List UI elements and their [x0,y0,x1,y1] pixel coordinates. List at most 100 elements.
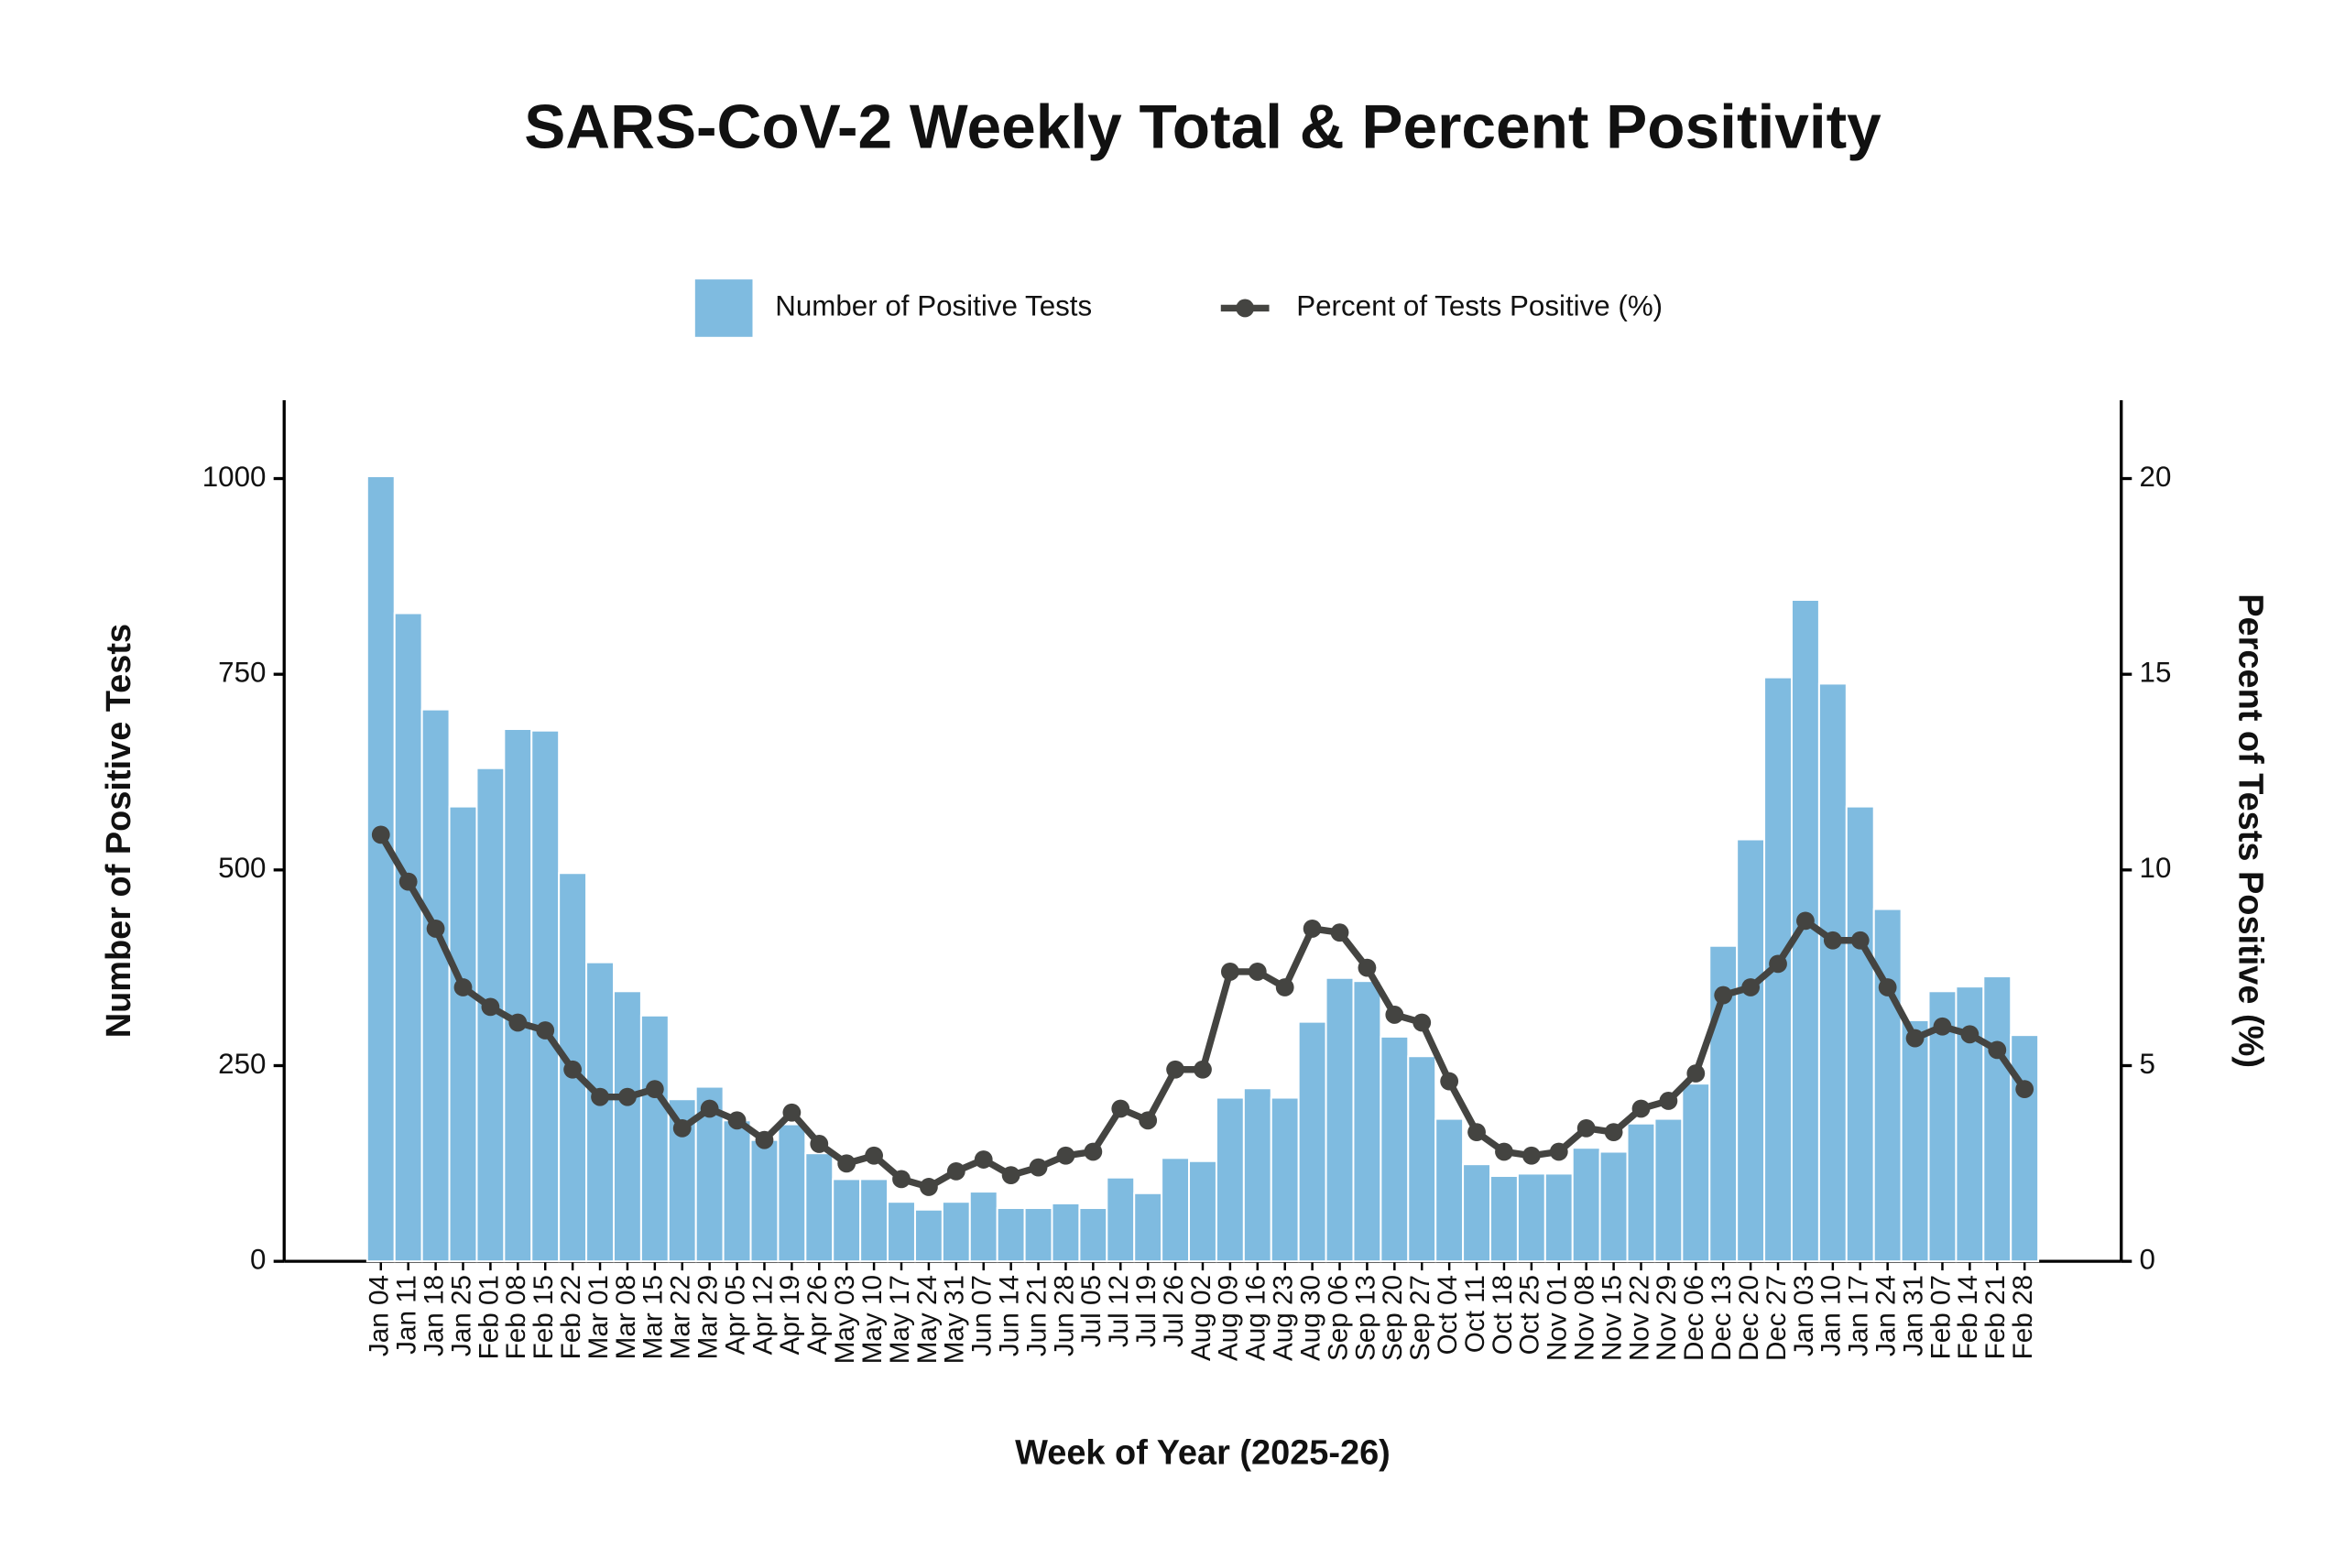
x-axis-title: Week of Year (2025-26) [1015,1433,1391,1472]
x-tick-label: Nov 15 [1597,1275,1627,1361]
x-tick-label: Aug 16 [1241,1275,1271,1361]
bar [393,612,423,1263]
bar [1352,980,1382,1263]
x-tick-label: Feb 01 [474,1275,504,1359]
x-tick-label: Apr 05 [720,1275,750,1355]
line-point [1111,1099,1130,1118]
line-point [1495,1142,1513,1161]
line-point [453,978,473,996]
line-point [1988,1040,2007,1060]
line-point [1576,1118,1596,1138]
bar [448,805,478,1263]
bar [1051,1202,1081,1263]
y2-axis-title: Percent of Tests Positive (%) [2230,593,2269,1068]
line-point [892,1170,911,1189]
bar [859,1178,889,1263]
x-tick-label: Oct 04 [1433,1275,1463,1355]
x-tick-label: Jan 18 [419,1275,449,1356]
x-tick-label: Jan 24 [1871,1275,1902,1356]
line-point [672,1118,692,1138]
line-point [1905,1029,1925,1048]
x-tick-label: Aug 30 [1295,1275,1325,1361]
line-point [1960,1025,1980,1044]
x-tick-label: Aug 09 [1214,1275,1244,1361]
y2-tick-label: 15 [2140,656,2172,688]
legend-label: Number of Positive Tests [775,290,1092,322]
line-point [1385,1006,1404,1024]
bar [1270,1096,1300,1263]
bar [1736,838,1766,1263]
line-point [837,1154,856,1173]
bar [1161,1157,1191,1263]
line-point [508,1013,528,1032]
legend-swatch [694,279,753,337]
bar [1297,1020,1327,1263]
line-point [727,1111,747,1130]
bar [503,728,533,1263]
line-point [645,1080,664,1099]
bar [585,961,615,1263]
x-tick-label: Jun 28 [1049,1275,1079,1356]
bar [365,474,396,1263]
bar [777,1123,807,1263]
bar [804,1152,834,1263]
x-tick-label: Dec 06 [1679,1275,1709,1361]
x-tick-label: Dec 27 [1761,1275,1792,1361]
bar [1407,1055,1437,1263]
x-tick-label: Feb 21 [1980,1275,2011,1359]
line-point [371,825,390,844]
x-tick-label: Dec 20 [1734,1275,1764,1361]
bar [1489,1175,1519,1263]
x-tick-label: Mar 15 [638,1275,669,1359]
bar [1434,1117,1465,1263]
bar [1188,1160,1217,1263]
x-tick-label: Oct 11 [1460,1275,1490,1353]
line-point [1604,1123,1623,1142]
y-tick-label: 0 [250,1243,266,1275]
x-tick-label: May 10 [857,1275,888,1364]
line-point [618,1087,637,1106]
x-tick-label: Nov 01 [1543,1275,1573,1361]
line-point [1741,978,1761,996]
bar [996,1207,1026,1263]
bar [1681,1083,1711,1263]
bar [1133,1192,1163,1263]
line-point [1275,978,1294,996]
bar [2010,1034,2040,1263]
line-point [782,1103,802,1122]
line-point [591,1087,609,1106]
bar [1817,682,1848,1263]
line-point [1166,1060,1184,1079]
line-point [1850,931,1870,950]
bar [1516,1172,1546,1263]
x-tick-label: Jun 14 [994,1275,1024,1356]
legend-label: Percent of Tests Positive (%) [1296,290,1663,322]
line-point [536,1021,555,1040]
line-point [1084,1142,1103,1161]
x-tick-label: Sep 20 [1378,1275,1408,1361]
x-tick-label: Apr 26 [802,1275,833,1355]
y2-tick-label: 20 [2140,461,2172,493]
x-tick-label: Mar 01 [584,1275,614,1359]
y-tick-label: 500 [218,852,266,884]
x-tick-label: Jul 12 [1104,1275,1134,1347]
bar [1462,1163,1491,1263]
x-tick-label: Nov 29 [1652,1275,1682,1361]
bar [1380,1035,1410,1263]
bar [639,1014,670,1263]
x-tick-label: Aug 02 [1186,1275,1216,1361]
x-tick-label: Jul 05 [1076,1275,1107,1347]
x-tick-label: Sep 13 [1350,1275,1380,1361]
chart-title: SARS-CoV-2 Weekly Total & Percent Positi… [524,93,1881,161]
line-point [1659,1092,1678,1110]
x-tick-label: Oct 25 [1515,1275,1545,1355]
x-tick-label: May 31 [940,1275,970,1364]
line-point [1194,1060,1212,1079]
x-tick-label: Feb 08 [501,1275,531,1359]
bar [1626,1122,1656,1263]
line-point [1220,963,1239,981]
bar [1598,1150,1629,1263]
bar [1900,1018,1930,1263]
x-tick-label: Nov 08 [1570,1275,1600,1361]
line-point [1248,963,1267,981]
